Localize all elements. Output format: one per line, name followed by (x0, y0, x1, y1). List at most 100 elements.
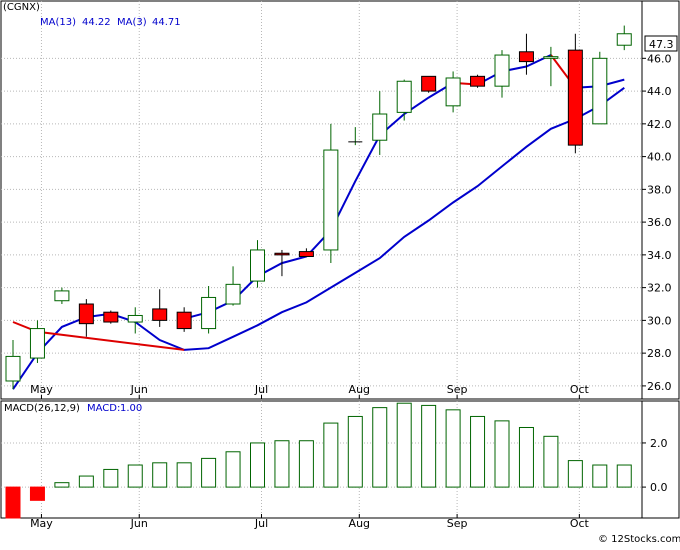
candle (250, 240, 265, 288)
price-x-axis: May Jun Jul Aug Sep Oct (30, 383, 590, 399)
macd-grid (1, 401, 642, 518)
macd-bar-positive (592, 464, 608, 488)
candle (54, 287, 70, 305)
macd-bar-positive (445, 409, 461, 488)
ma3-line-segment (477, 54, 552, 86)
candle-body-up (445, 77, 461, 107)
macd-y-tick-label: 0.0 (650, 481, 668, 494)
candle (5, 340, 21, 390)
candle (470, 74, 486, 88)
macd-bar-positive (543, 435, 559, 488)
price-y-tick-label: 28.0 (647, 347, 672, 360)
ma13-label: MA(13) (40, 17, 76, 28)
candle-body-up (201, 296, 217, 330)
candle (518, 33, 534, 75)
candle-body-up (250, 249, 265, 282)
candle (201, 285, 217, 334)
candle (543, 46, 559, 87)
macd-bar-positive (201, 457, 217, 488)
macd-bar-positive (274, 440, 290, 488)
macd-bar-positive (54, 482, 70, 488)
macd-bar-positive (347, 415, 363, 488)
macd-y-axis: 0.0 2.0 (641, 401, 668, 518)
candle-body-up (225, 283, 241, 305)
candle-body-up (396, 80, 412, 113)
candle (29, 320, 45, 363)
macd-bars (5, 402, 632, 519)
price-x-tick-label: Jun (130, 383, 148, 396)
candle (421, 75, 437, 93)
candle-body-up (323, 149, 339, 251)
price-x-tick-label: Aug (349, 383, 370, 396)
price-x-tick-label: Sep (447, 383, 468, 396)
candle-body-up (543, 56, 559, 59)
candle (592, 51, 608, 125)
candle-body-down (518, 51, 534, 63)
price-x-tick-label: Jul (254, 383, 268, 396)
candle-body-up (592, 57, 608, 125)
candle (103, 310, 119, 324)
macd-x-axis: May Jun Jul Aug Sep Oct (30, 514, 590, 530)
macd-bar-positive (78, 475, 94, 488)
macd-bar-positive (470, 415, 486, 488)
ma3-value: 44.71 (152, 17, 181, 28)
ticker-label: (CGNX) (3, 2, 40, 13)
watermark: © 12Stocks.com (598, 534, 680, 545)
candle-body-down (78, 303, 94, 325)
macd-x-tick-label: Oct (570, 517, 590, 530)
candle-body-up (29, 328, 45, 359)
price-y-tick-label: 46.0 (647, 52, 672, 65)
macd-panel: 0.02.0 May Jun Jul Aug Sep Oct MACD(26,12,9) … (0, 400, 680, 530)
candle-body-down (152, 308, 168, 321)
candle-body-up (494, 54, 510, 87)
macd-bar-negative (5, 486, 21, 519)
candle-body-up (372, 113, 388, 141)
macd-bar-positive (298, 440, 314, 488)
macd-x-tick-label: Aug (349, 517, 370, 530)
candle-body-down (103, 311, 119, 323)
macd-bar-positive (616, 464, 632, 488)
candle-body-down (470, 75, 486, 87)
candle (494, 50, 510, 98)
candle (298, 248, 314, 258)
candle (78, 299, 94, 337)
macd-x-tick-label: May (30, 517, 53, 530)
last-price-value: 47.3 (649, 38, 674, 51)
macd-bar-positive (323, 422, 339, 488)
macd-bar-positive (103, 468, 119, 488)
macd-value: 1.00 (120, 403, 142, 414)
macd-bar-positive (567, 460, 583, 488)
macd-bar-positive (494, 420, 510, 488)
price-y-tick-label: 42.0 (647, 118, 672, 131)
candle-body-up (616, 33, 632, 46)
price-y-tick-label: 40.0 (647, 151, 672, 164)
macd-x-tick-label: Jul (254, 517, 268, 530)
candle-body-up (54, 290, 70, 302)
macd-bar-positive (518, 426, 534, 488)
candle-body-down (298, 251, 314, 258)
macd-bar-positive (127, 464, 143, 488)
ma3-label: MA(3) (117, 17, 147, 28)
macd-bar-positive (225, 451, 241, 488)
price-y-tick-label: 32.0 (647, 282, 672, 295)
macd-x-tick-label: Jun (130, 517, 148, 530)
macd-bar-positive (250, 442, 265, 488)
price-y-tick-label: 26.0 (647, 380, 672, 393)
price-y-tick-label: 44.0 (647, 85, 672, 98)
price-y-axis: 26.0 28.0 30.0 32.0 34.0 36.0 38.0 40.0 42.0 44.0… (641, 1, 672, 399)
candle (616, 25, 632, 51)
macd-bar-positive (176, 462, 192, 488)
candle (323, 123, 339, 264)
price-panel-border (0, 0, 680, 400)
price-y-tick-label: 36.0 (647, 216, 672, 229)
candle (567, 33, 583, 154)
last-price-badge: 47.3 (644, 35, 678, 52)
candle (396, 79, 412, 121)
candle-body-down (567, 49, 583, 146)
price-y-tick-label: 34.0 (647, 249, 672, 262)
candle (127, 307, 143, 334)
macd-y-tick-label: 2.0 (650, 437, 668, 450)
candle (176, 307, 192, 332)
macd-x-tick-label: Sep (447, 517, 468, 530)
